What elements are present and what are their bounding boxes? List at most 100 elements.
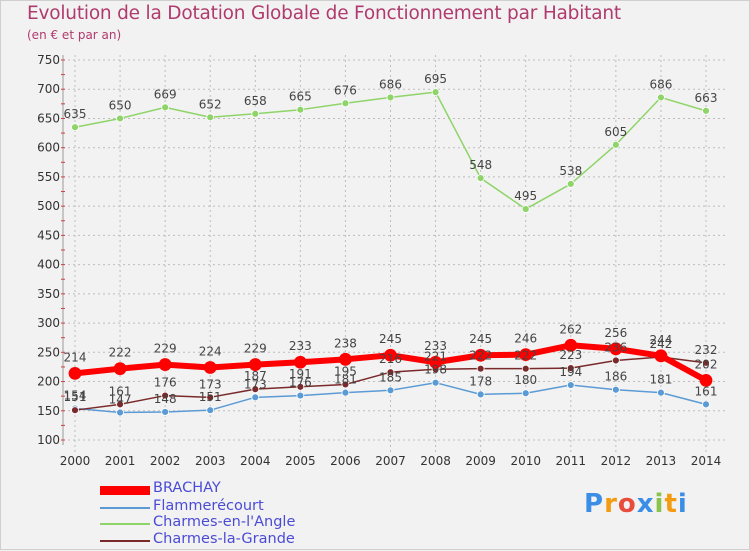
data-point-brachay-2009 <box>474 348 488 362</box>
data-label-brachay-2012: 256 <box>604 326 627 340</box>
data-point-brachay-2013 <box>654 349 668 363</box>
data-label-brachay-2013: 244 <box>649 333 672 347</box>
data-point-charmes-en-l-angle-2008 <box>431 88 440 97</box>
y-tick-label-100: 100 <box>37 433 60 447</box>
data-label-charmes-la-grande-2000: 151 <box>64 390 87 404</box>
legend-label-charmes-en-l-angle: Charmes-en-l'Angle <box>153 514 296 530</box>
data-point-charmes-en-l-angle-2012 <box>611 140 620 149</box>
data-point-charmes-la-grande-2007 <box>386 368 395 377</box>
data-label-charmes-en-l-angle-2003: 652 <box>199 97 222 111</box>
data-point-flammerecourt-2008 <box>431 378 440 387</box>
data-label-brachay-2009: 245 <box>469 332 492 346</box>
data-point-charmes-en-l-angle-2009 <box>476 174 485 182</box>
data-point-flammerecourt-2002 <box>161 408 170 416</box>
data-label-flammerecourt-2004: 173 <box>244 377 267 391</box>
data-label-charmes-en-l-angle-2002: 669 <box>154 87 177 101</box>
data-point-brachay-2006 <box>339 352 352 366</box>
legend-swatch-flammerecourt <box>100 507 150 509</box>
data-point-flammerecourt-2006 <box>341 388 350 397</box>
data-point-flammerecourt-2003 <box>206 406 215 415</box>
data-label-charmes-la-grande-2002: 176 <box>154 376 177 390</box>
data-point-brachay-2014 <box>699 373 713 387</box>
data-label-brachay-2002: 229 <box>154 342 177 356</box>
legend-label-flammerecourt: Flammerécourt <box>153 498 264 514</box>
x-tick-label-2013: 2013 <box>646 454 677 468</box>
data-point-brachay-2004 <box>248 358 262 371</box>
y-tick-label-150: 150 <box>37 404 60 418</box>
x-tick-label-2009: 2009 <box>465 454 496 468</box>
data-label-flammerecourt-2012: 186 <box>604 370 627 384</box>
data-point-charmes-la-grande-2001 <box>116 400 124 409</box>
logo-letter: i <box>677 489 688 519</box>
data-label-flammerecourt-2001: 147 <box>109 393 132 407</box>
data-label-flammerecourt-2009: 178 <box>469 374 492 388</box>
data-label-flammerecourt-2007: 185 <box>379 370 402 384</box>
y-tick-label-500: 500 <box>37 199 60 213</box>
x-tick-label-2001: 2001 <box>105 454 136 468</box>
chart-subtitle: (en € et par an) <box>27 28 122 42</box>
legend-label-charmes-la-grande: Charmes-la-Grande <box>153 531 295 547</box>
data-point-flammerecourt-2005 <box>296 391 305 400</box>
data-label-brachay-2010: 246 <box>514 332 537 346</box>
data-point-brachay-2011 <box>564 338 578 352</box>
data-label-charmes-la-grande-2005: 191 <box>289 367 312 381</box>
data-point-charmes-la-grande-2012 <box>611 356 620 365</box>
data-point-brachay-2008 <box>429 355 442 369</box>
data-point-flammerecourt-2014 <box>702 400 710 409</box>
data-point-charmes-la-grande-2000 <box>71 406 79 415</box>
data-label-charmes-en-l-angle-2013: 686 <box>649 77 672 91</box>
data-point-charmes-en-l-angle-2006 <box>341 99 350 108</box>
data-label-brachay-2014: 202 <box>695 357 718 371</box>
data-point-flammerecourt-2011 <box>566 381 575 389</box>
data-point-flammerecourt-2013 <box>657 388 665 397</box>
data-point-brachay-2007 <box>384 348 397 362</box>
data-label-flammerecourt-2003: 151 <box>199 390 222 404</box>
data-point-charmes-en-l-angle-2014 <box>702 106 710 115</box>
data-label-brachay-2007: 245 <box>379 332 402 346</box>
data-point-charmes-en-l-angle-2002 <box>161 103 170 112</box>
data-point-charmes-en-l-angle-2000 <box>71 123 79 132</box>
data-label-brachay-2006: 238 <box>334 336 357 350</box>
data-label-charmes-la-grande-2006: 195 <box>334 364 357 378</box>
data-label-flammerecourt-2000: 154 <box>64 388 87 402</box>
logo-letter: x <box>636 489 655 519</box>
data-point-flammerecourt-2010 <box>521 389 530 398</box>
data-label-flammerecourt-2011: 194 <box>559 365 582 379</box>
x-tick-label-2014: 2014 <box>691 454 722 468</box>
data-label-charmes-en-l-angle-2005: 665 <box>289 90 312 104</box>
data-label-brachay-2008: 233 <box>424 339 447 353</box>
data-point-charmes-la-grande-2009 <box>476 364 485 373</box>
x-tick-label-2003: 2003 <box>195 454 226 468</box>
x-tick-label-2002: 2002 <box>150 454 181 468</box>
data-label-charmes-en-l-angle-2000: 635 <box>64 107 87 121</box>
y-tick-label-300: 300 <box>37 316 60 330</box>
data-label-charmes-la-grande-2004: 187 <box>244 369 267 383</box>
data-label-charmes-en-l-angle-2010: 495 <box>514 189 537 203</box>
data-label-charmes-en-l-angle-2001: 650 <box>109 98 132 112</box>
data-label-charmes-la-grande-2008: 221 <box>424 349 447 363</box>
data-point-charmes-en-l-angle-2010 <box>521 205 530 213</box>
data-point-flammerecourt-2012 <box>611 385 620 394</box>
data-point-brachay-2001 <box>113 362 127 376</box>
data-label-brachay-2004: 229 <box>244 342 267 356</box>
data-label-brachay-2001: 222 <box>109 346 132 360</box>
x-tick-label-2005: 2005 <box>285 454 316 468</box>
data-point-brachay-2002 <box>158 358 172 371</box>
data-label-charmes-en-l-angle-2004: 658 <box>244 94 267 108</box>
legend-swatch-charmes-en-l-angle <box>100 523 150 525</box>
proxiti-logo: Proxiti <box>584 489 688 519</box>
data-point-brachay-2000 <box>68 366 82 380</box>
y-tick-label-450: 450 <box>37 228 60 242</box>
x-tick-label-2004: 2004 <box>240 454 271 468</box>
data-label-flammerecourt-2008: 198 <box>424 363 447 377</box>
x-tick-label-2007: 2007 <box>375 454 406 468</box>
data-point-charmes-la-grande-2006 <box>341 380 350 389</box>
data-label-flammerecourt-2013: 181 <box>649 373 672 387</box>
logo-letter: o <box>617 489 637 519</box>
data-label-charmes-en-l-angle-2011: 538 <box>559 164 582 178</box>
data-label-charmes-en-l-angle-2006: 676 <box>334 83 357 97</box>
data-label-charmes-la-grande-2001: 161 <box>109 384 132 398</box>
data-point-charmes-en-l-angle-2011 <box>566 180 575 188</box>
y-tick-label-650: 650 <box>37 111 60 125</box>
data-label-charmes-la-grande-2009: 222 <box>469 349 492 363</box>
